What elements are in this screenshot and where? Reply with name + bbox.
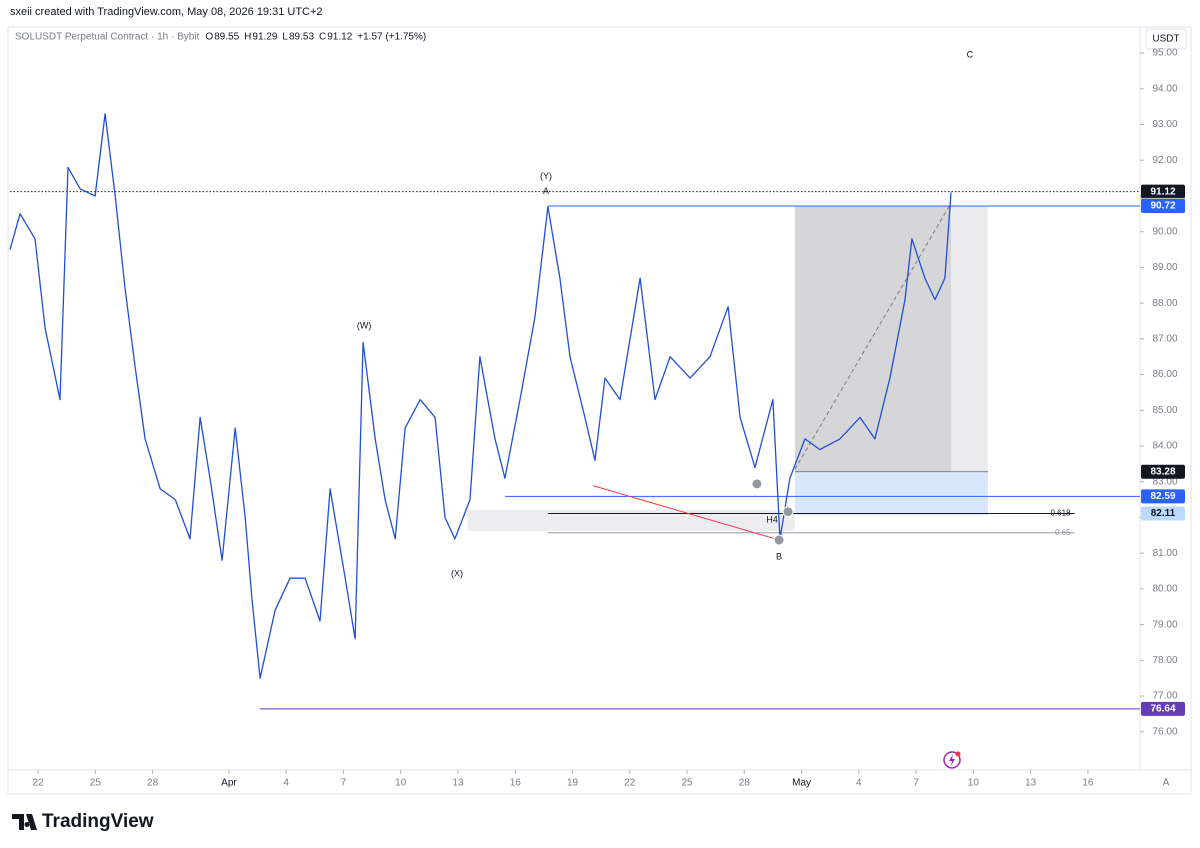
price-tag-label: 82.59 bbox=[1150, 491, 1175, 502]
header: sxeii created with TradingView.com, May … bbox=[10, 6, 323, 18]
price-tag-label: 82.11 bbox=[1151, 508, 1176, 519]
price-tag-label: 91.12 bbox=[1150, 186, 1175, 197]
y-tick-label: 92.00 bbox=[1152, 155, 1177, 166]
x-tick-label: 13 bbox=[452, 778, 464, 789]
x-tick-label: 16 bbox=[510, 778, 522, 789]
pivot-point bbox=[773, 534, 785, 546]
y-tick-label: 89.00 bbox=[1152, 262, 1177, 273]
legend-key: C bbox=[319, 32, 326, 43]
position-stop bbox=[794, 471, 988, 515]
y-tick-label: 94.00 bbox=[1152, 83, 1177, 94]
x-tick-label: Apr bbox=[221, 778, 237, 789]
price-tag bbox=[1141, 198, 1185, 213]
price-tag bbox=[1141, 464, 1185, 479]
price-tag-label: 76.64 bbox=[1150, 704, 1175, 715]
x-tick-label: 10 bbox=[968, 778, 980, 789]
legend-key: O bbox=[205, 32, 213, 43]
price-tag bbox=[1141, 184, 1185, 199]
currency-box[interactable] bbox=[1145, 28, 1187, 50]
x-tick-label: May bbox=[792, 778, 811, 789]
alert-icon[interactable] bbox=[943, 751, 961, 769]
legend-value: 89.55 bbox=[214, 32, 239, 43]
x-tick-label: 16 bbox=[1082, 778, 1094, 789]
price-tag-label: 90.72 bbox=[1150, 201, 1175, 212]
legend-value: 91.29 bbox=[252, 32, 277, 43]
y-tick-label: 93.00 bbox=[1152, 119, 1177, 130]
y-tick-label: 79.00 bbox=[1152, 619, 1177, 630]
y-tick-label: 76.00 bbox=[1152, 726, 1177, 737]
x-tick-label: 10 bbox=[395, 778, 407, 789]
wave-label: A bbox=[543, 186, 549, 196]
y-tick-label: 86.00 bbox=[1152, 369, 1177, 380]
position-filled bbox=[794, 205, 952, 472]
wave-label: B bbox=[776, 551, 782, 561]
x-tick-label: 13 bbox=[1025, 778, 1037, 789]
brand: TradingView bbox=[42, 811, 154, 832]
x-tick-label: 19 bbox=[567, 778, 579, 789]
currency[interactable]: USDT bbox=[1152, 34, 1179, 45]
x-tick-label: 4 bbox=[283, 778, 289, 789]
wave-label: (W) bbox=[357, 321, 372, 331]
y-tick-label: 83.00 bbox=[1152, 476, 1177, 487]
x-tick-label: 7 bbox=[913, 778, 919, 789]
level-label: 0.65 bbox=[1055, 528, 1071, 537]
wave-label: C bbox=[967, 50, 974, 60]
price-tag-label: 83.28 bbox=[1150, 466, 1175, 477]
x-tick-label: 28 bbox=[147, 778, 159, 789]
x-tick-label: 22 bbox=[32, 778, 44, 789]
y-tick-label: 78.00 bbox=[1152, 655, 1177, 666]
trend-line bbox=[794, 202, 952, 470]
legend-ohlc: O 89.55 H 91.29 L 89.53 C 91.12 +1.57 (+1.75%) bbox=[205, 32, 426, 43]
y-tick-label: 90.00 bbox=[1152, 226, 1177, 237]
x-tick-label: 22 bbox=[624, 778, 636, 789]
y-tick-label: 80.00 bbox=[1152, 584, 1177, 595]
wave-label: H4 bbox=[766, 514, 778, 524]
wave-label: (X) bbox=[451, 569, 463, 579]
auto-scale[interactable]: A bbox=[1163, 778, 1170, 789]
y-tick-label: 95.00 bbox=[1152, 48, 1177, 59]
brand-logo bbox=[12, 814, 37, 830]
x-tick-label: 7 bbox=[341, 778, 347, 789]
y-tick-label: 81.00 bbox=[1152, 548, 1177, 559]
zone bbox=[467, 509, 795, 532]
price-line bbox=[9, 113, 952, 679]
legend-key: H bbox=[244, 32, 251, 43]
frame bbox=[7, 26, 1192, 795]
x-tick-label: 28 bbox=[739, 778, 751, 789]
y-tick-label: 87.00 bbox=[1152, 333, 1177, 344]
legend-symbol: SOLUSDT Perpetual Contract · 1h · Bybit bbox=[15, 32, 200, 43]
y-tick-label: 88.00 bbox=[1152, 298, 1177, 309]
x-tick-label: 4 bbox=[856, 778, 862, 789]
y-tick-label: 84.00 bbox=[1152, 441, 1177, 452]
pivot-point bbox=[751, 478, 763, 490]
legend-value: 89.53 bbox=[289, 32, 314, 43]
price-tag bbox=[1141, 506, 1185, 521]
level-label: 0.618 bbox=[1050, 509, 1071, 518]
price-tag bbox=[1141, 489, 1185, 504]
y-tick-label: 77.00 bbox=[1152, 691, 1177, 702]
trend-line bbox=[592, 485, 780, 541]
y-tick-label: 85.00 bbox=[1152, 405, 1177, 416]
legend-key: L bbox=[282, 32, 288, 43]
plot: 0.618 0.65 (W) (X) (Y) A B C H4 bbox=[9, 50, 1140, 710]
x-tick-label: 25 bbox=[90, 778, 102, 789]
pivot-point bbox=[782, 506, 794, 518]
legend-value: 91.12 bbox=[327, 32, 352, 43]
price-tag bbox=[1141, 701, 1185, 716]
wave-label: (Y) bbox=[540, 171, 552, 181]
x-tick-label: 25 bbox=[681, 778, 693, 789]
legend-change: +1.57 (+1.75%) bbox=[357, 32, 426, 43]
